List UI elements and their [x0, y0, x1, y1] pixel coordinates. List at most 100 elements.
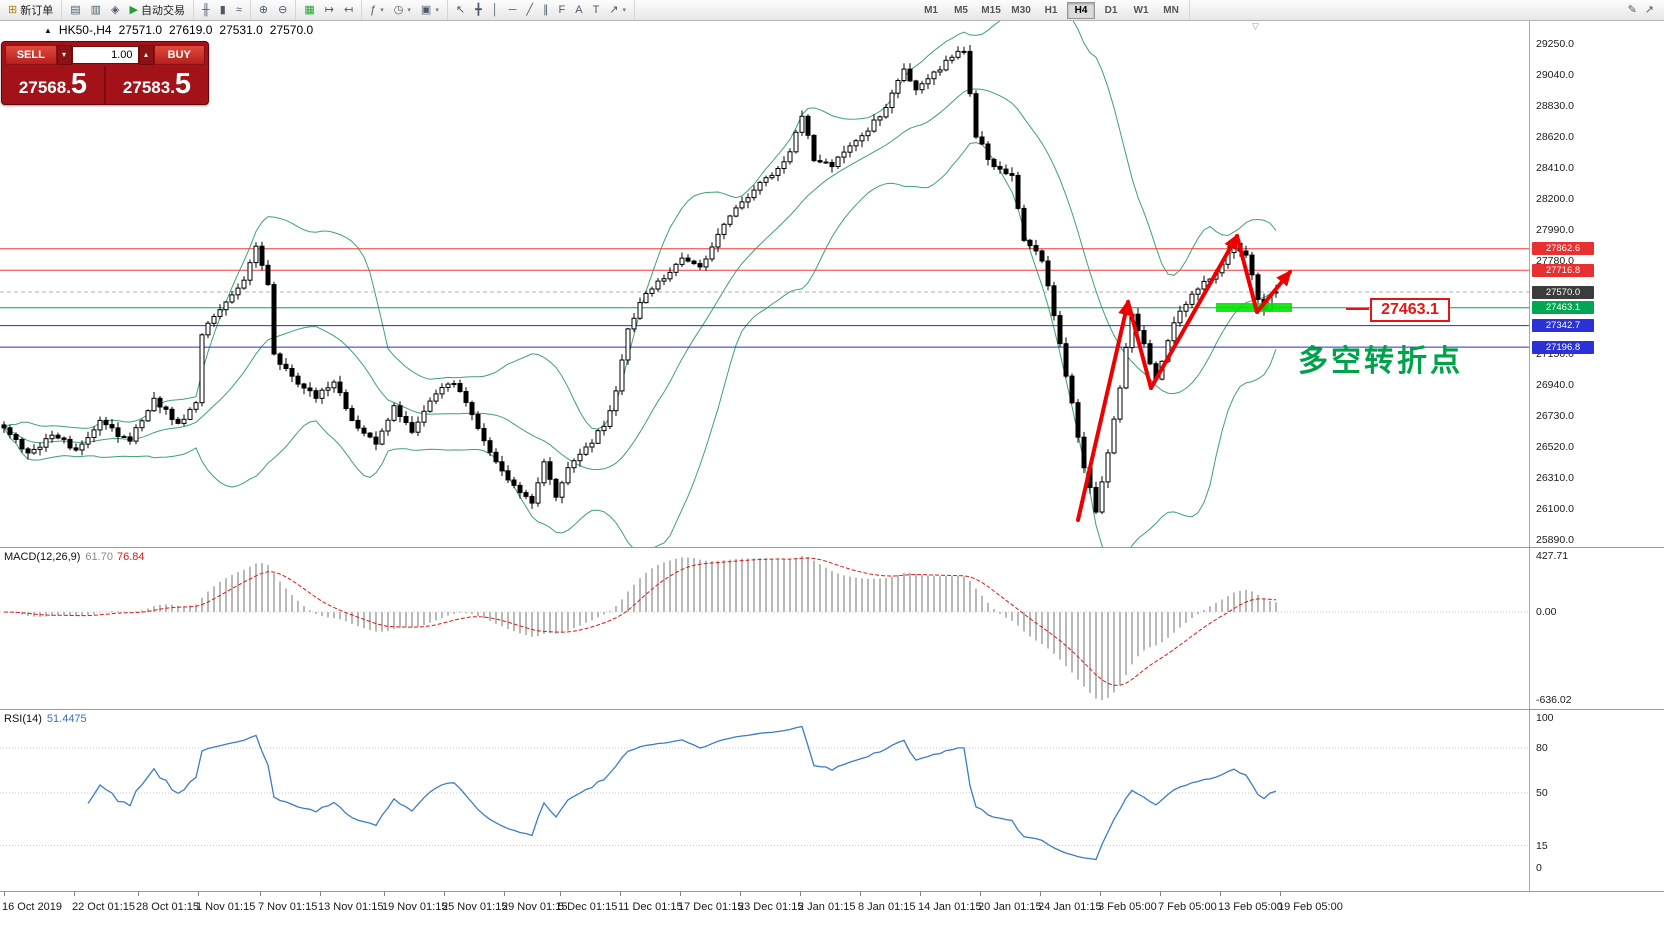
candlestick-chart-icon[interactable]: ▮	[215, 1, 231, 19]
price-tick-label: 28620.0	[1536, 131, 1574, 143]
chart-shift-icon[interactable]: ↤	[339, 1, 358, 19]
indicators-icon[interactable]: ƒ ▾	[365, 1, 389, 19]
tf-h4[interactable]: H4	[1067, 1, 1096, 19]
panel-separator[interactable]	[0, 709, 1664, 710]
time-tick	[4, 892, 5, 896]
auto-scroll-icon[interactable]: ↦	[320, 1, 339, 19]
ohlc-open: 27571.0	[118, 23, 162, 37]
tile-windows-icon[interactable]: ▦	[299, 1, 319, 19]
macd-chart-surface[interactable]	[0, 548, 1530, 709]
channel-icon-glyph: ∥	[542, 4, 549, 16]
time-label: 25 Nov 01:15	[442, 901, 508, 913]
price-callout-label[interactable]: 27463.1	[1370, 298, 1450, 322]
tf-m15[interactable]: M15	[981, 4, 1001, 16]
pencil-icon[interactable]: ✎	[1627, 4, 1637, 16]
terminal-icon[interactable]: ▥	[86, 1, 106, 19]
pointer-icon[interactable]: ↗	[1644, 4, 1654, 16]
periods-icon[interactable]: ◷ ▾	[389, 1, 416, 19]
time-label: 5 Dec 01:15	[558, 901, 618, 913]
time-label: 24 Jan 01:15	[1038, 901, 1102, 913]
bar-chart-icon[interactable]: ╫	[197, 1, 215, 19]
one-click-collapse-icon[interactable]: ▲	[44, 25, 52, 35]
time-label: 3 Feb 05:00	[1098, 901, 1157, 913]
auto-trading-button[interactable]: ▶ 自动交易	[125, 1, 190, 19]
trend-zigzag-arrows[interactable]	[1076, 233, 1292, 522]
market-watch-icon[interactable]: ▤	[65, 1, 85, 19]
time-label: 20 Jan 01:15	[978, 901, 1042, 913]
trendline-icon[interactable]: ╱	[521, 1, 538, 19]
macd-name: MACD(12,26,9)	[4, 551, 81, 563]
price-tick-label: 28200.0	[1536, 193, 1574, 205]
new-order-button-glyph: ⊞	[8, 4, 18, 16]
horizontal-level-lines[interactable]	[0, 248, 1529, 348]
trendline-icon-glyph: ╱	[526, 4, 533, 16]
line-chart-icon[interactable]: ≈	[231, 1, 247, 19]
price-tick-label: 28410.0	[1536, 162, 1574, 174]
crosshair-icon-glyph: ╋	[475, 4, 482, 16]
time-label: 19 Feb 05:00	[1278, 901, 1343, 913]
vertical-line-icon-glyph: │	[491, 4, 499, 16]
turning-point-note[interactable]: 多空转折点	[1298, 345, 1463, 378]
rsi-axis[interactable]: 100 80 50 15 0	[1530, 710, 1664, 891]
sell-price-big-digit: 5	[70, 68, 88, 100]
zoom-out-icon[interactable]: ⊖	[273, 1, 292, 19]
price-tick-label: 28830.0	[1536, 100, 1574, 112]
rsi-axis-label: 0	[1536, 862, 1542, 874]
buy-button[interactable]: BUY	[153, 45, 205, 65]
time-label: 1 Nov 01:15	[196, 901, 256, 913]
sell-price[interactable]: 27568. 5	[2, 66, 104, 104]
buy-price[interactable]: 27583. 5	[106, 66, 208, 104]
tf-m5[interactable]: M5	[954, 4, 968, 16]
navigator-icon[interactable]: ◈	[106, 1, 124, 19]
price-tick-label: 29250.0	[1536, 38, 1574, 50]
zoom-out-icon-glyph: ⊖	[278, 4, 288, 16]
fibonacci-icon[interactable]: F	[553, 1, 570, 19]
time-label: 13 Feb 05:00	[1218, 901, 1283, 913]
tf-m30[interactable]: M30	[1011, 4, 1031, 16]
chart-shift-marker-icon[interactable]: ▽	[1252, 21, 1259, 31]
panel-separator[interactable]	[0, 547, 1664, 548]
rsi-chart-surface[interactable]	[0, 710, 1530, 891]
toolbar-group-layout: ▦ ↦ ↤	[296, 0, 363, 20]
volume-decrease-button[interactable]: ▾	[56, 45, 72, 65]
text-icon-glyph: A	[575, 4, 583, 16]
macd-axis[interactable]: 427.71 0.00 -636.02	[1530, 548, 1664, 709]
label-icon[interactable]: T	[588, 1, 605, 19]
zoom-in-icon[interactable]: ⊕	[254, 1, 273, 19]
time-tick	[620, 892, 621, 896]
volume-increase-button[interactable]: ▴	[138, 45, 154, 65]
price-chart-surface[interactable]	[0, 20, 1530, 547]
channel-icon[interactable]: ∥	[538, 1, 554, 19]
tf-m1[interactable]: M1	[924, 4, 938, 16]
time-label: 23 Dec 01:15	[738, 901, 804, 913]
price-level-badge: 27716.8	[1532, 263, 1594, 277]
toolbar-group-order: ⊞ 新订单	[0, 0, 63, 20]
tf-d1[interactable]: D1	[1104, 4, 1118, 16]
time-label: 17 Dec 01:15	[678, 901, 744, 913]
rsi-name: RSI(14)	[4, 713, 42, 725]
sell-button[interactable]: SELL	[5, 45, 57, 65]
line-chart-icon-glyph: ≈	[235, 4, 242, 16]
tf-mn[interactable]: MN	[1163, 4, 1179, 16]
tile-windows-icon-glyph: ▦	[304, 4, 315, 16]
tf-h1[interactable]: H1	[1044, 4, 1058, 16]
toolbar-group-chart-type: ╫ ▮ ≈	[194, 0, 251, 20]
tf-w1[interactable]: W1	[1133, 4, 1149, 16]
price-level-badge: 27862.6	[1532, 242, 1594, 256]
price-axis[interactable]: 29250.0 29040.0 28830.0 28620.0 28410.0 28200…	[1530, 20, 1664, 547]
time-tick	[138, 892, 139, 896]
text-icon[interactable]: A	[570, 1, 587, 19]
horizontal-line-icon[interactable]: ─	[504, 1, 522, 19]
volume-input[interactable]: 1.00	[71, 46, 139, 64]
crosshair-icon[interactable]: ╋	[470, 1, 487, 19]
horizontal-line-icon-glyph: ─	[508, 4, 517, 16]
arrows-icon[interactable]: ↗ ▾	[604, 1, 631, 19]
cursor-icon[interactable]: ↖	[451, 1, 470, 19]
vertical-line-icon[interactable]: │	[487, 1, 504, 19]
time-axis[interactable]: 16 Oct 2019 22 Oct 01:15 28 Oct 01:15 1 Nov…	[0, 892, 1664, 922]
main-chart-panel: ▲ HK50-,H4 27571.0 27619.0 27531.0 27570…	[0, 20, 1530, 547]
templates-icon[interactable]: ▣ ▾	[416, 1, 444, 19]
periods-icon-dropdown-icon: ▾	[407, 7, 411, 14]
macd-histogram	[9, 556, 1277, 700]
new-order-button[interactable]: ⊞ 新订单	[3, 1, 58, 19]
